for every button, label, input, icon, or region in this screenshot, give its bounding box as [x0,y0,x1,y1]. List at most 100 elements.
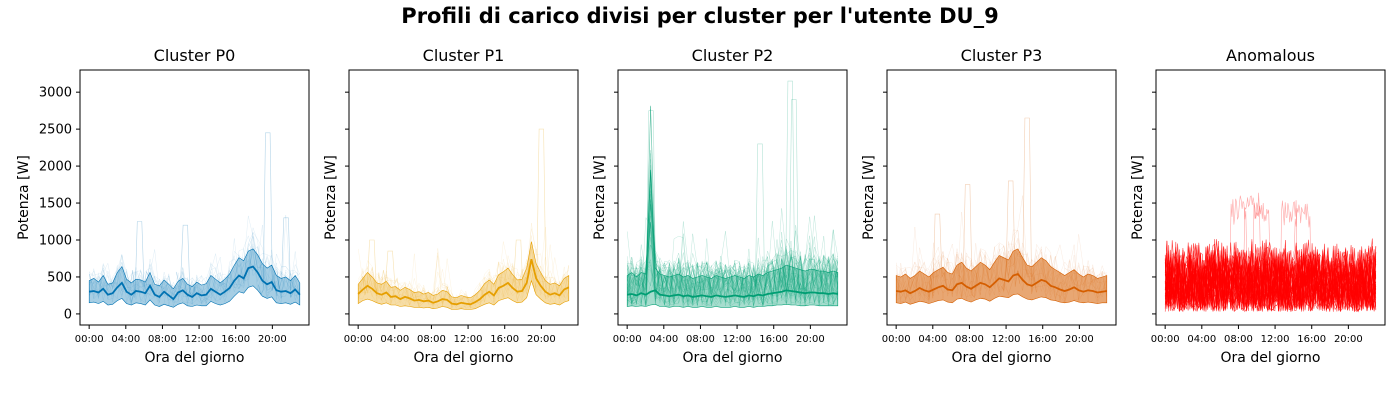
daily-trace [626,106,839,307]
daily-trace [626,150,838,306]
figure-title: Profili di carico divisi per cluster per… [401,4,999,28]
std-band [357,241,570,310]
daily-trace [626,109,839,307]
daily-trace [626,221,839,306]
x-tick-label: 20:00 [258,334,287,345]
y-axis-label: Potenza [W] [1130,155,1146,240]
daily-trace [626,203,839,306]
daily-trace [626,204,839,305]
subplot-title: Cluster P3 [961,46,1043,65]
peak-trace [276,217,296,298]
daily-trace [626,171,839,306]
peak-trace [130,221,149,298]
x-tick-label: 08:00 [417,334,446,345]
daily-trace [89,224,301,305]
daily-trace [357,227,569,309]
daily-trace [626,223,839,307]
x-tick-label: 00:00 [75,334,104,345]
axes-frame [348,69,579,326]
daily-trace [626,172,839,306]
daily-trace [626,200,839,306]
daily-trace [357,261,570,309]
x-tick-label: 00:00 [613,334,642,345]
x-tick-label: 04:00 [649,334,678,345]
x-tick-label: 04:00 [1187,334,1216,345]
peak-trace [509,239,528,294]
axes-frame [1155,69,1386,326]
daily-trace [626,223,839,307]
daily-trace [626,208,839,305]
daily-trace [626,221,839,307]
y-tick-label: 1000 [39,234,72,249]
daily-trace [626,233,838,306]
daily-trace [626,216,839,306]
anomalous-peak-trace [1233,192,1270,291]
y-tick-label: 1500 [39,197,72,212]
subplot-4: Cluster P3 Potenza [W] 00:00 04:00 08:00 12:0… [861,46,1117,366]
y-axis-label: Potenza [W] [592,155,608,240]
x-tick-label: 12:00 [1261,334,1290,345]
subplot-title: Cluster P1 [423,46,505,65]
x-tick-label: 16:00 [490,334,519,345]
x-axis-label: Ora del giorno [414,350,514,366]
mean-line [357,258,570,306]
peak-trace [784,99,804,298]
subplot-3: Cluster P2 Potenza [W] 00:00 04:00 08:00 12:0… [592,46,848,366]
x-tick-label: 08:00 [148,334,177,345]
axes-frame [617,69,848,326]
plot-area [895,117,1108,305]
std-band [626,169,839,308]
peak-trace [362,239,382,297]
daily-trace [358,255,570,307]
subplot-title: Cluster P2 [692,46,774,65]
daily-trace [357,258,570,310]
subplot-2: Cluster P1 Potenza [W] 00:00 04:00 08:00 12:0… [323,46,579,366]
peak-trace [175,224,195,297]
daily-trace [357,244,570,310]
x-tick-label: 04:00 [918,334,947,345]
x-tick-label: 08:00 [955,334,984,345]
x-axis-label: Ora del giorno [683,350,783,366]
daily-trace [627,253,839,307]
y-tick-label: 2000 [39,160,72,175]
daily-trace [627,222,839,299]
x-tick-label: 20:00 [527,334,556,345]
anomalous-peak-trace [1270,200,1307,292]
x-tick-label: 00:00 [882,334,911,345]
y-tick-label: 3000 [39,86,72,101]
daily-trace [626,199,839,305]
daily-trace [626,215,839,306]
subplot-1: Cluster P0 0 500 1000 1500 2000 2500 3000 Potenz… [16,46,310,366]
daily-trace [626,106,838,306]
axes-frame [886,69,1117,326]
x-axis-label: Ora del giorno [145,350,245,366]
daily-trace [357,222,570,309]
daily-trace [626,105,839,306]
subplot-title: Anomalous [1226,46,1315,65]
daily-trace [626,229,839,307]
daily-trace [88,243,301,305]
x-tick-label: 20:00 [796,334,825,345]
y-axis-label: Potenza [W] [861,155,877,240]
x-tick-label: 16:00 [1028,334,1057,345]
plot-area [626,80,839,309]
mean-line [89,265,301,301]
x-tick-label: 08:00 [686,334,715,345]
daily-trace [357,257,570,310]
daily-trace [88,227,301,306]
x-axis-label: Ora del giorno [1221,350,1321,366]
x-tick-label: 16:00 [1297,334,1326,345]
y-tick-label: 500 [47,270,72,285]
daily-trace [626,194,839,307]
anomalous-trace [1164,238,1377,313]
daily-trace [626,190,839,307]
mean-line [896,272,1107,295]
x-tick-label: 16:00 [221,334,250,345]
subplot-5: Anomalous Potenza [W] 00:00 04:00 08:00 12:00… [1130,46,1386,366]
x-tick-label: 12:00 [454,334,483,345]
anomalous-peak-trace [1283,203,1321,288]
daily-trace [626,177,839,307]
daily-trace [88,245,300,304]
x-tick-label: 20:00 [1334,334,1363,345]
